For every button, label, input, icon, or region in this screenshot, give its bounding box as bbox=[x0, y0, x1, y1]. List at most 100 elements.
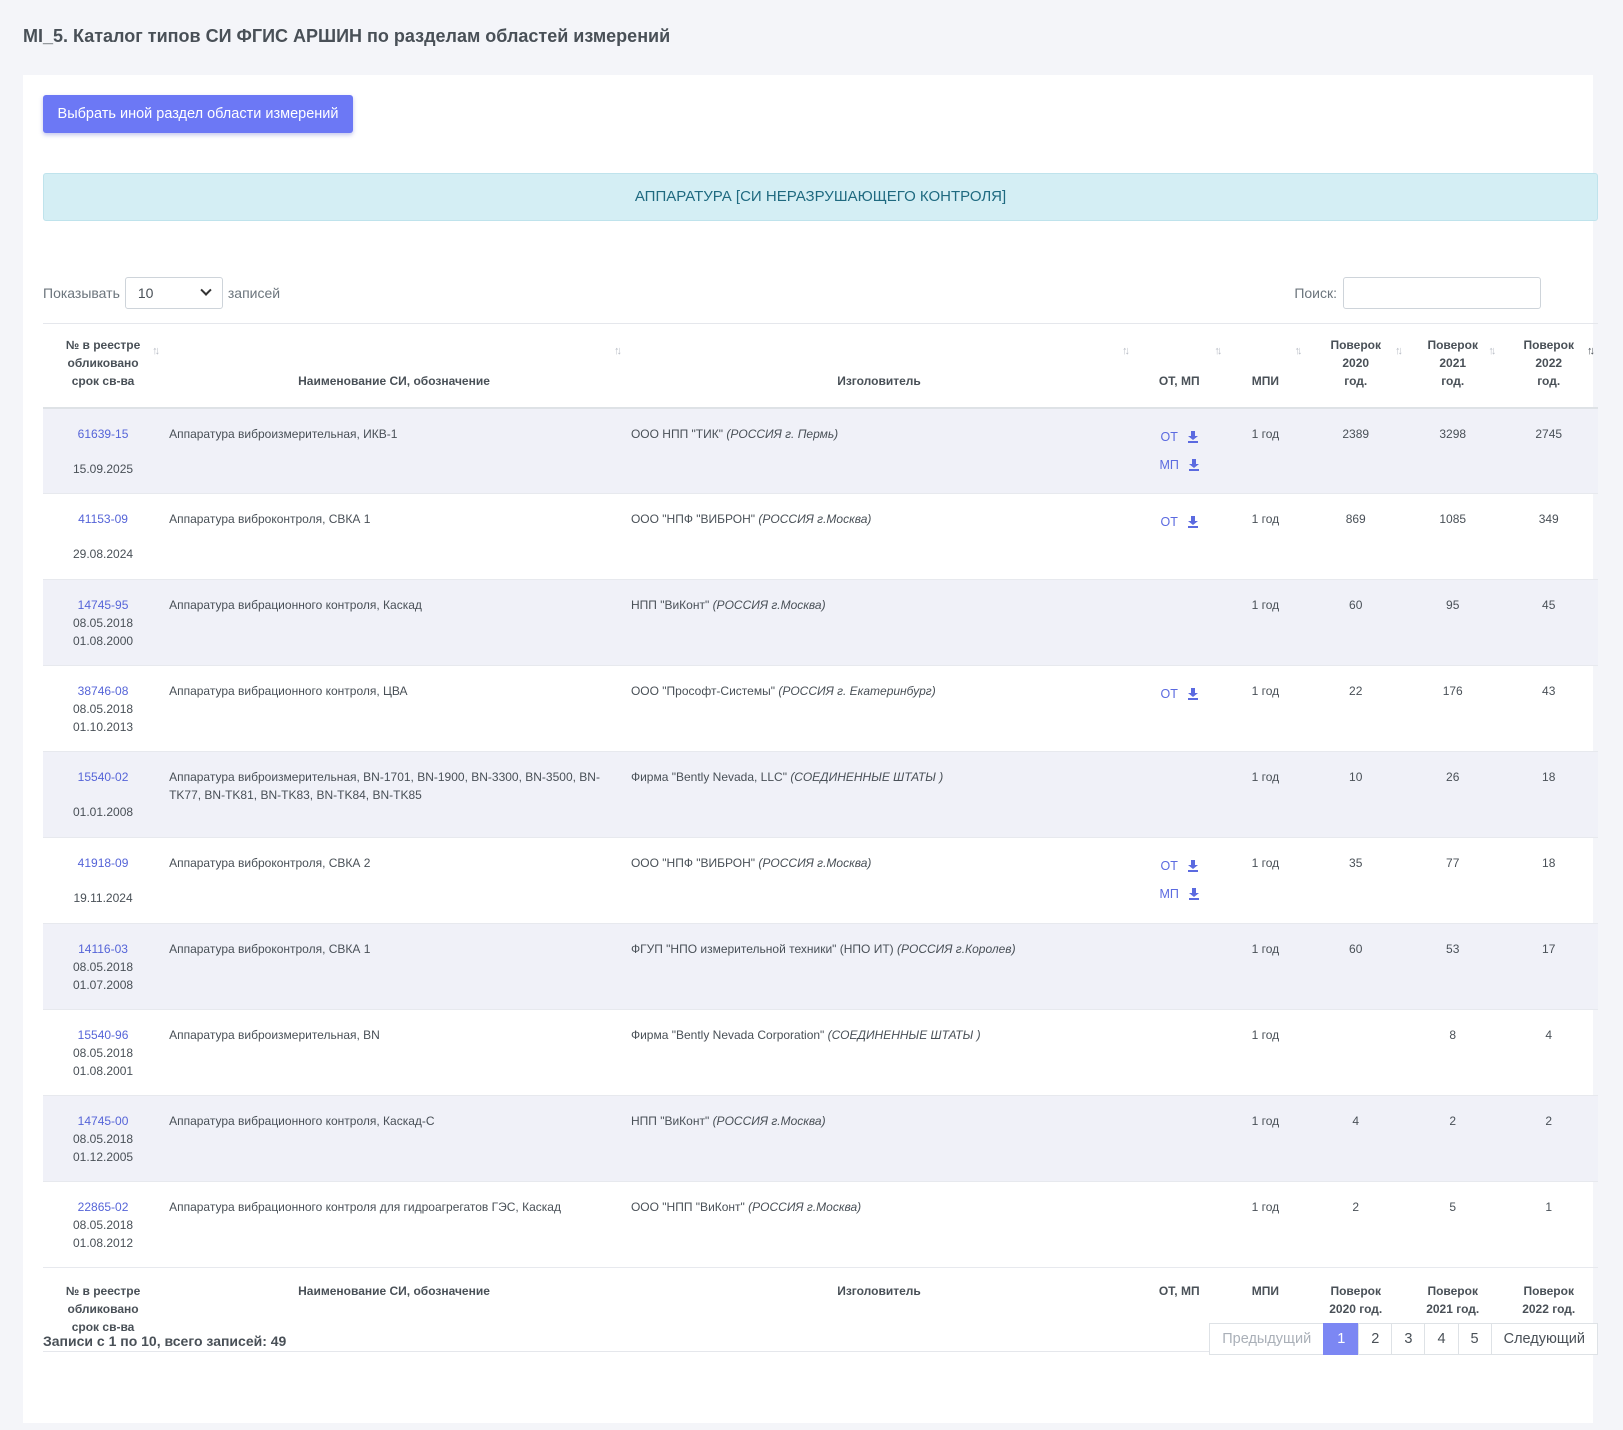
table-row: 38746-08 08.05.2018 01.10.2013 Аппаратура в… bbox=[43, 665, 1598, 752]
footer-maker: Изголовитель bbox=[624, 1267, 1134, 1352]
maker-name: ФГУП "НПО измерительной техники" (НПО ИТ… bbox=[630, 942, 894, 956]
maker-cell: ООО "Прософт-Системы" (РОССИЯ г. Екатери… bbox=[624, 665, 1134, 752]
reg-date1: 08.05.2018 bbox=[73, 1132, 134, 1146]
download-icon bbox=[1188, 888, 1199, 900]
mpi-cell: 1 год bbox=[1225, 1095, 1306, 1182]
col-header-mpi-label: МПИ bbox=[1251, 373, 1280, 388]
footer-2022-line2: 2022 год. bbox=[1522, 1302, 1576, 1316]
table-row: 41918-09 19.11.2024 Аппаратура виброконтро… bbox=[43, 837, 1598, 924]
ot-download-link[interactable]: ОТ bbox=[1161, 425, 1198, 449]
mpi-cell: 1 год bbox=[1225, 407, 1306, 494]
maker-location: (РОССИЯ г.Москва) bbox=[758, 856, 872, 870]
verifications-2020-cell: 22 bbox=[1305, 665, 1407, 752]
page-button-3[interactable]: 3 bbox=[1391, 1323, 1426, 1355]
reg-number-link[interactable]: 22865-02 bbox=[77, 1200, 129, 1214]
records-label: записей bbox=[227, 285, 281, 301]
col-header-2021-line2: 2021 bbox=[1439, 355, 1467, 370]
page-button-1[interactable]: 1 bbox=[1323, 1323, 1360, 1355]
verifications-2022-cell: 349 bbox=[1499, 493, 1598, 580]
col-header-2020-line3: год. bbox=[1344, 373, 1368, 388]
col-header-otmp[interactable]: ОТ, МП ↑↓ bbox=[1133, 323, 1226, 409]
reg-date1: 08.05.2018 bbox=[73, 1046, 134, 1060]
maker-location: (РОССИЯ г.Москва) bbox=[748, 1200, 862, 1214]
reg-cell: 41918-09 19.11.2024 bbox=[43, 837, 164, 924]
table-row: 41153-09 29.08.2024 Аппаратура виброконтро… bbox=[43, 493, 1598, 580]
next-page-button[interactable]: Следующий bbox=[1490, 1323, 1598, 1355]
table-row: 15540-02 01.01.2008 Аппаратура виброизмери… bbox=[43, 751, 1598, 838]
table-row: 14745-00 08.05.2018 01.12.2005 Аппаратура в… bbox=[43, 1095, 1598, 1182]
reg-number-link[interactable]: 15540-96 bbox=[77, 1028, 129, 1042]
verifications-2020-cell: 869 bbox=[1305, 493, 1407, 580]
verifications-2020-cell: 2 bbox=[1305, 1181, 1407, 1268]
col-header-2020-line1: Поверок bbox=[1330, 337, 1381, 352]
reg-number-link[interactable]: 61639-15 bbox=[77, 426, 129, 441]
verifications-2022-cell: 43 bbox=[1499, 665, 1598, 752]
main-card: Выбрать иной раздел области измерений АП… bbox=[23, 75, 1598, 1423]
reg-number-link[interactable]: 15540-02 bbox=[77, 770, 129, 784]
maker-name: НПП "ВиКонт" bbox=[630, 598, 710, 612]
reg-date1: 08.05.2018 bbox=[73, 1218, 134, 1232]
mpi-cell: 1 год bbox=[1225, 751, 1306, 838]
search-control: Поиск: bbox=[1294, 277, 1541, 309]
reg-number-link[interactable]: 41153-09 bbox=[78, 512, 128, 526]
footer-reg-line1: № в реестре bbox=[65, 1284, 141, 1298]
download-icon bbox=[1187, 516, 1198, 528]
verifications-2022-cell: 45 bbox=[1499, 579, 1598, 666]
otmp-cell bbox=[1133, 751, 1226, 838]
search-input[interactable] bbox=[1343, 277, 1541, 309]
verifications-2022-cell: 17 bbox=[1499, 923, 1598, 1010]
verifications-2022-cell: 18 bbox=[1499, 837, 1598, 924]
col-header-name[interactable]: Наименование СИ, обозначение ↑↓ bbox=[163, 323, 625, 409]
reg-cell: 61639-15 15.09.2025 bbox=[43, 407, 164, 494]
maker-name: ООО "НПФ "ВИБРОН" bbox=[630, 856, 756, 870]
reg-date2: 01.08.2012 bbox=[73, 1236, 134, 1250]
reg-number-link[interactable]: 14745-00 bbox=[77, 1114, 129, 1128]
page-button-5[interactable]: 5 bbox=[1457, 1323, 1492, 1355]
verifications-2021-cell: 26 bbox=[1406, 751, 1500, 838]
mp-download-link[interactable]: МП bbox=[1160, 453, 1199, 477]
maker-location: (РОССИЯ г.Москва) bbox=[758, 512, 872, 526]
reg-number-link[interactable]: 14745-95 bbox=[77, 598, 129, 612]
footer-reg-line3: срок св-ва bbox=[71, 1320, 135, 1334]
verifications-2020-cell: 10 bbox=[1305, 751, 1407, 838]
table-row: 14745-95 08.05.2018 01.08.2000 Аппаратура в… bbox=[43, 579, 1598, 666]
reg-date2: 01.01.2008 bbox=[73, 805, 134, 819]
verifications-2021-cell: 53 bbox=[1406, 923, 1500, 1010]
ot-label: ОТ bbox=[1160, 515, 1178, 529]
col-header-2021[interactable]: Поверок 2021 год. ↑↓ bbox=[1406, 323, 1500, 409]
page-button-4[interactable]: 4 bbox=[1424, 1323, 1459, 1355]
page-length-control: Показывать 10 записей bbox=[43, 277, 280, 309]
col-header-2022[interactable]: Поверок 2022 год. ↑↓ bbox=[1499, 323, 1598, 409]
reg-date1: 08.05.2018 bbox=[73, 702, 134, 716]
maker-location: (РОССИЯ г. Екатеринбург) bbox=[778, 684, 936, 698]
maker-location: (РОССИЯ г.Королев) bbox=[897, 942, 1016, 956]
col-header-maker[interactable]: Изголовитель ↑↓ bbox=[624, 323, 1134, 409]
maker-location: (СОЕДИНЕННЫЕ ШТАТЫ ) bbox=[790, 770, 944, 784]
reg-date2: 01.08.2001 bbox=[73, 1064, 134, 1078]
table-info: Записи с 1 по 10, всего записей: 49 bbox=[43, 1333, 287, 1349]
reg-number-link[interactable]: 38746-08 bbox=[77, 684, 129, 698]
ot-download-link[interactable]: ОТ bbox=[1161, 682, 1198, 706]
col-header-reg[interactable]: № в реестре обликовано срок св-ва ↑↓ bbox=[43, 323, 164, 409]
footer-reg: № в реестре обликовано срок св-ва bbox=[43, 1267, 164, 1352]
col-header-2020[interactable]: Поверок 2020 год. ↑↓ bbox=[1305, 323, 1407, 409]
ot-download-link[interactable]: ОТ bbox=[1161, 510, 1198, 534]
col-header-mpi[interactable]: МПИ ↑↓ bbox=[1225, 323, 1306, 409]
footer-2020-line1: Поверок bbox=[1330, 1284, 1381, 1298]
reg-number-link[interactable]: 41918-09 bbox=[77, 856, 129, 870]
page-button-2[interactable]: 2 bbox=[1358, 1323, 1393, 1355]
reg-date2: 19.11.2024 bbox=[73, 891, 133, 905]
col-header-maker-label: Изголовитель bbox=[837, 373, 921, 388]
reg-number-link[interactable]: 14116-03 bbox=[78, 942, 128, 956]
ot-download-link[interactable]: ОТ bbox=[1161, 854, 1198, 878]
otmp-cell bbox=[1133, 579, 1226, 666]
prev-page-button[interactable]: Предыдущий bbox=[1209, 1323, 1325, 1355]
name-cell: Аппаратура вибрационного контроля, Каска… bbox=[163, 1095, 625, 1182]
page-length-select[interactable]: 10 bbox=[124, 277, 223, 309]
mp-download-link[interactable]: МП bbox=[1160, 882, 1199, 906]
otmp-cell: ОТ МП bbox=[1133, 407, 1226, 494]
verifications-2022-cell: 18 bbox=[1499, 751, 1598, 838]
footer-2021-line1: Поверок bbox=[1427, 1284, 1478, 1298]
name-cell: Аппаратура виброизмерительная, BN-1701, … bbox=[163, 751, 625, 838]
select-section-button[interactable]: Выбрать иной раздел области измерений bbox=[43, 95, 353, 133]
